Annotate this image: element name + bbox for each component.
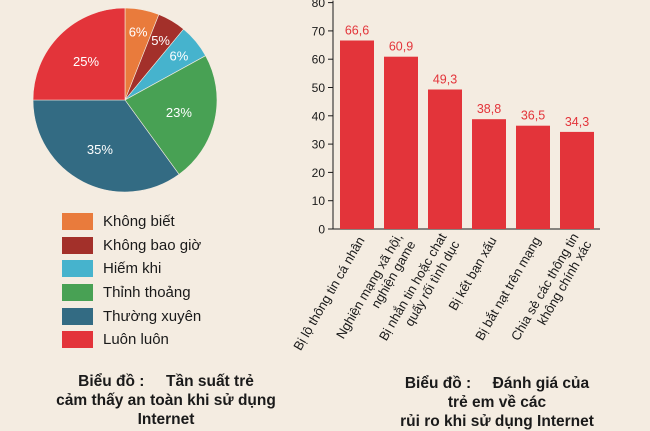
pie-slice-label: 23% xyxy=(166,105,192,120)
pie-caption-line: Internet xyxy=(137,411,195,428)
legend-swatch xyxy=(62,213,93,231)
legend-item: Hiếm khi xyxy=(62,257,201,281)
legend-item: Luôn luôn xyxy=(62,328,201,352)
legend-label: Không bao giờ xyxy=(103,236,202,254)
bar-caption-line: Biểu đồ : Đánh giá của xyxy=(404,375,590,392)
legend-item: Không bao giờ xyxy=(62,234,201,258)
legend-swatch xyxy=(62,284,93,302)
pie-slice xyxy=(124,55,218,175)
bar xyxy=(516,125,550,229)
y-tick-label: 10 xyxy=(312,194,326,208)
y-tick-label: 30 xyxy=(312,138,326,152)
pie-chart: 6%5%6% 23% 35% 25% xyxy=(32,7,218,193)
legend-label: Luôn luôn xyxy=(103,331,169,349)
pie-slice-label: 25% xyxy=(73,54,99,69)
pie-caption: Biểu đồ : Tần suất trẻ cảm thấy an toàn … xyxy=(20,372,312,429)
bar-value-label: 36,5 xyxy=(521,109,545,123)
legend-label: Thường xuyên xyxy=(103,307,202,325)
bar-value-label: 60,9 xyxy=(389,40,413,54)
legend-item: Thỉnh thoảng xyxy=(62,281,201,305)
x-tick-label: Chia sẻ các thông tinkhông chính xác xyxy=(508,230,595,351)
legend-item: Thường xuyên xyxy=(62,304,201,328)
pie-caption-line: cảm thấy an toàn khi sử dụng xyxy=(56,392,276,409)
pie-caption-line: Biểu đồ : Tần suất trẻ xyxy=(78,373,254,390)
legend-swatch xyxy=(62,331,93,349)
y-tick-label: 0 xyxy=(318,223,325,237)
y-tick-label: 70 xyxy=(312,24,326,38)
bar-caption: Biểu đồ : Đánh giá của trẻ em về các rủi… xyxy=(358,374,636,431)
bar xyxy=(472,119,506,229)
bar xyxy=(560,131,594,229)
legend-label: Thỉnh thoảng xyxy=(103,284,191,302)
legend-swatch xyxy=(62,307,93,325)
bar-caption-line: trẻ em về các xyxy=(447,394,547,411)
legend-swatch xyxy=(62,236,93,254)
bar-value-label: 34,3 xyxy=(565,115,589,129)
y-tick-label: 40 xyxy=(312,109,326,123)
legend-item: Không biết xyxy=(62,210,201,234)
y-tick-label: 80 xyxy=(312,0,326,10)
legend-label: Hiếm khi xyxy=(103,260,162,278)
bar-value-label: 38,8 xyxy=(477,102,501,116)
pie-slice xyxy=(32,7,126,101)
pie-slice-label: 5% xyxy=(151,33,170,48)
pie-slice xyxy=(32,99,180,193)
y-tick-label: 20 xyxy=(312,166,326,180)
bar xyxy=(428,89,462,229)
bar xyxy=(340,40,374,229)
y-tick-label: 50 xyxy=(312,81,326,95)
pie-legend: Không biết Không bao giờ Hiếm khi Thỉnh tho… xyxy=(62,210,201,352)
bar-value-label: 66,6 xyxy=(345,24,369,38)
y-tick-label: 60 xyxy=(312,53,326,67)
bar-caption-line: rủi ro khi sử dụng Internet xyxy=(400,413,594,430)
legend-swatch xyxy=(62,260,93,278)
pie-slice-label: 6% xyxy=(129,24,148,39)
legend-label: Không biết xyxy=(103,213,175,231)
pie-slice-label: 6% xyxy=(170,48,189,63)
pie-slice-label: 35% xyxy=(87,142,113,157)
bar xyxy=(384,56,418,230)
bar-value-label: 49,3 xyxy=(433,73,457,87)
